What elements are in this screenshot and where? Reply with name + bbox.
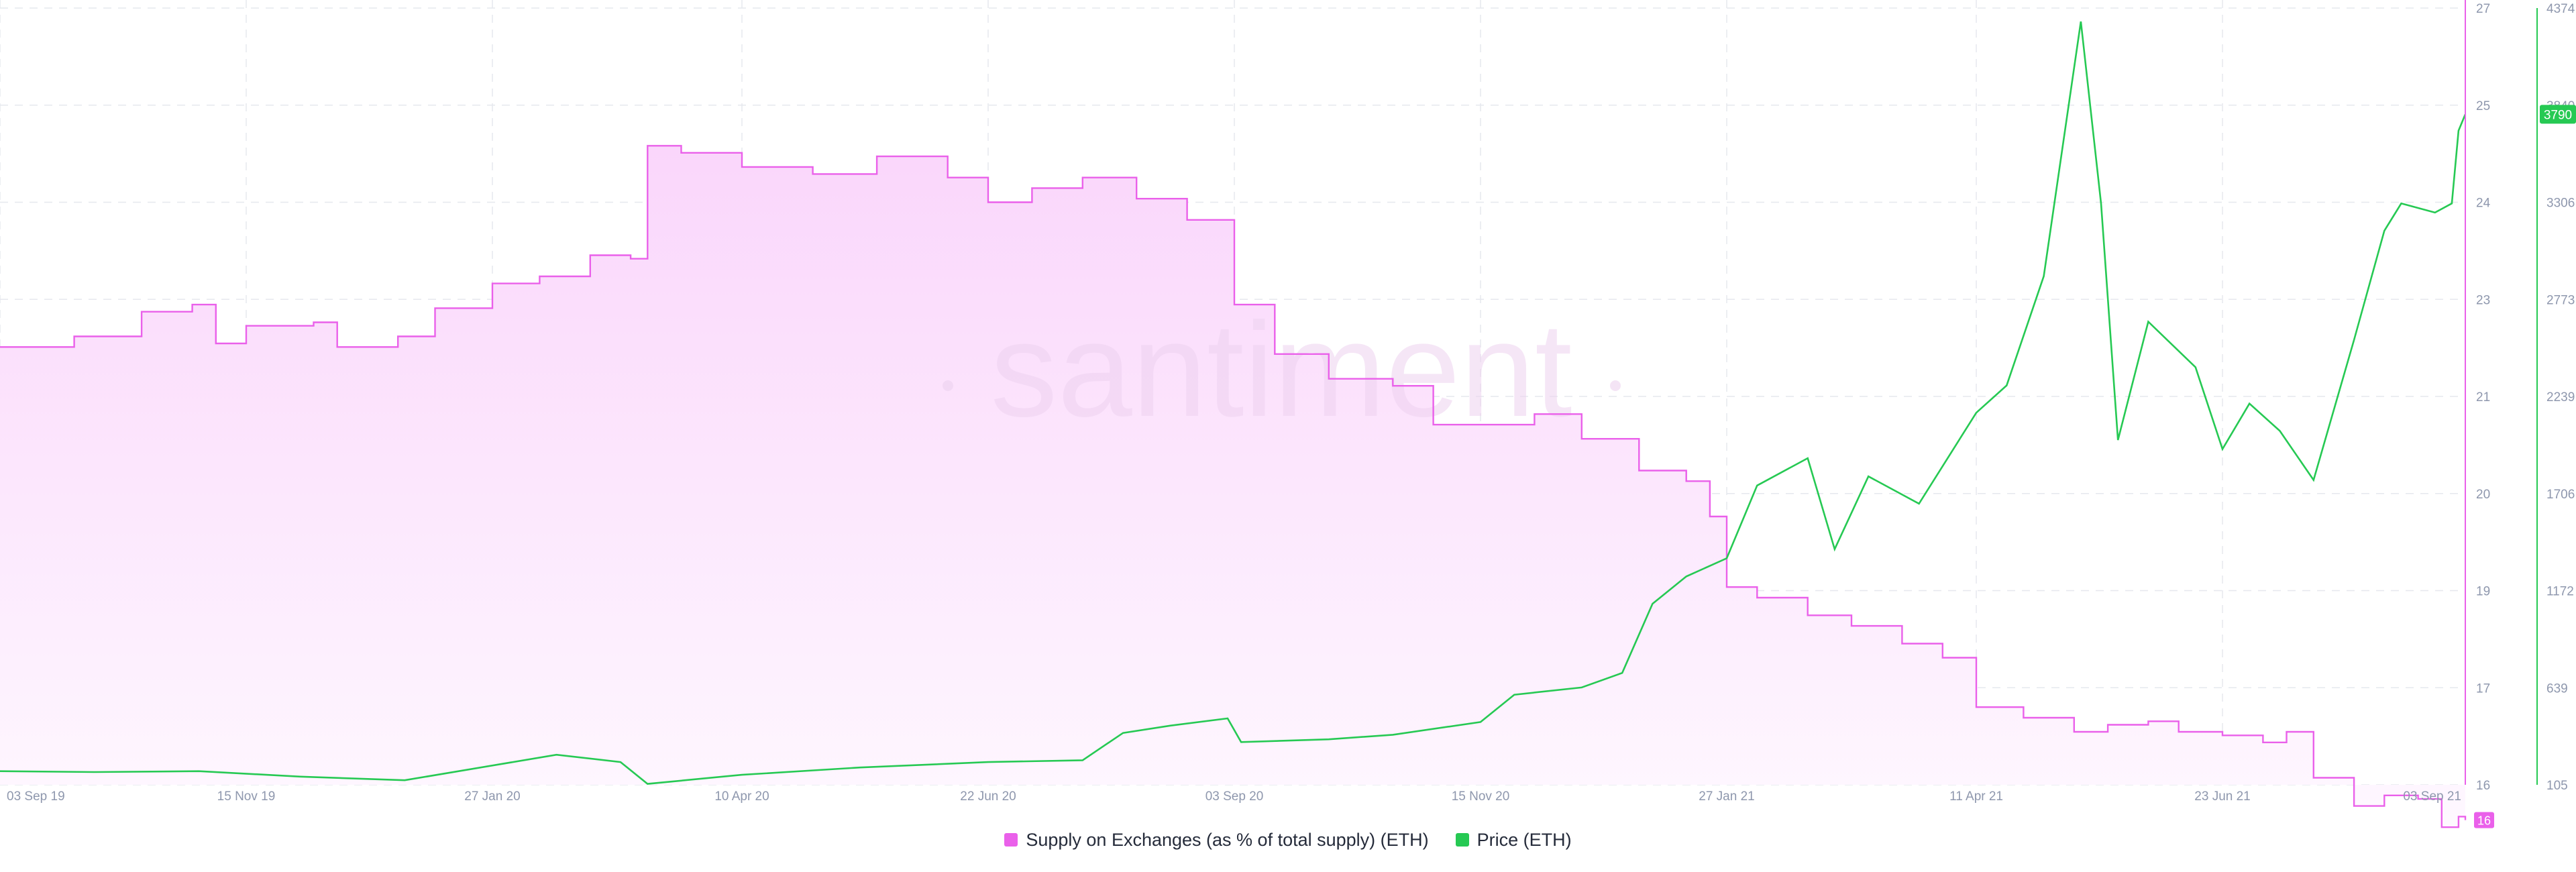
left-axis-tick-label: 20 xyxy=(2476,488,2490,502)
x-axis-tick-label: 03 Sep 20 xyxy=(1205,789,1264,804)
left-axis-tick-label: 19 xyxy=(2476,585,2490,599)
price-swatch xyxy=(1455,833,1469,847)
left-axis-tick-label: 16 xyxy=(2476,779,2490,793)
axis-ticks: 2743742538402433062327732122392017061911… xyxy=(7,2,2575,804)
x-axis-tick-label: 27 Jan 20 xyxy=(464,789,520,804)
legend-item-supply[interactable]: Supply on Exchanges (as % of total suppl… xyxy=(1004,829,1429,851)
right-axis-tick-label: 105 xyxy=(2546,779,2568,793)
x-axis-tick-label: 23 Jun 21 xyxy=(2194,789,2250,804)
x-axis-tick-label: 27 Jan 21 xyxy=(1699,789,1754,804)
legend: Supply on Exchanges (as % of total suppl… xyxy=(0,826,2576,853)
legend-item-price[interactable]: Price (ETH) xyxy=(1455,829,1572,851)
watermark-dot-right xyxy=(1610,380,1621,391)
right-axis-tick-label: 639 xyxy=(2546,682,2568,696)
x-axis-tick-label: 03 Sep 21 xyxy=(2403,789,2461,804)
x-axis-tick-label: 22 Jun 20 xyxy=(960,789,1016,804)
supply-area xyxy=(0,146,2465,828)
x-axis-tick-label: 15 Nov 20 xyxy=(1452,789,1510,804)
supply-series-line xyxy=(0,145,2467,828)
left-axis-tick-label: 17 xyxy=(2476,682,2490,696)
supply-current-value: 16 xyxy=(2477,814,2491,828)
x-axis-tick-label: 03 Sep 19 xyxy=(7,789,65,804)
x-axis-tick-label: 10 Apr 20 xyxy=(714,789,769,804)
price-current-value: 3790 xyxy=(2544,108,2572,122)
price-series-line xyxy=(0,21,2467,785)
left-axis-tick-label: 27 xyxy=(2476,2,2490,16)
price-current-badge xyxy=(2540,105,2576,124)
right-axis-tick-label: 4374 xyxy=(2546,2,2575,16)
right-axis-tick-label: 2239 xyxy=(2546,390,2575,404)
left-axis-tick-label: 21 xyxy=(2476,390,2490,404)
supply-swatch xyxy=(1004,833,1018,847)
left-axis-tick-label: 25 xyxy=(2476,99,2490,113)
right-axis-tick-label: 2773 xyxy=(2546,293,2575,307)
watermark-dot-left xyxy=(943,380,953,391)
supply-current-badge xyxy=(2474,812,2494,828)
left-axis-tick-label: 24 xyxy=(2476,197,2491,211)
legend-supply-label: Supply on Exchanges (as % of total suppl… xyxy=(1026,829,1429,850)
santiment-watermark: santiment xyxy=(990,295,1572,445)
x-axis-tick-label: 15 Nov 19 xyxy=(217,789,276,804)
right-axis-tick-label: 1172 xyxy=(2546,585,2574,599)
right-axis-tick-label: 3306 xyxy=(2546,197,2575,211)
current-value-labels: 16 3790 xyxy=(2474,105,2576,828)
left-axis-tick-label: 23 xyxy=(2476,293,2490,307)
legend-price-label: Price (ETH) xyxy=(1477,829,1572,850)
right-axis-tick-label: 1706 xyxy=(2546,488,2575,502)
x-axis-tick-label: 11 Apr 21 xyxy=(1949,789,2003,804)
